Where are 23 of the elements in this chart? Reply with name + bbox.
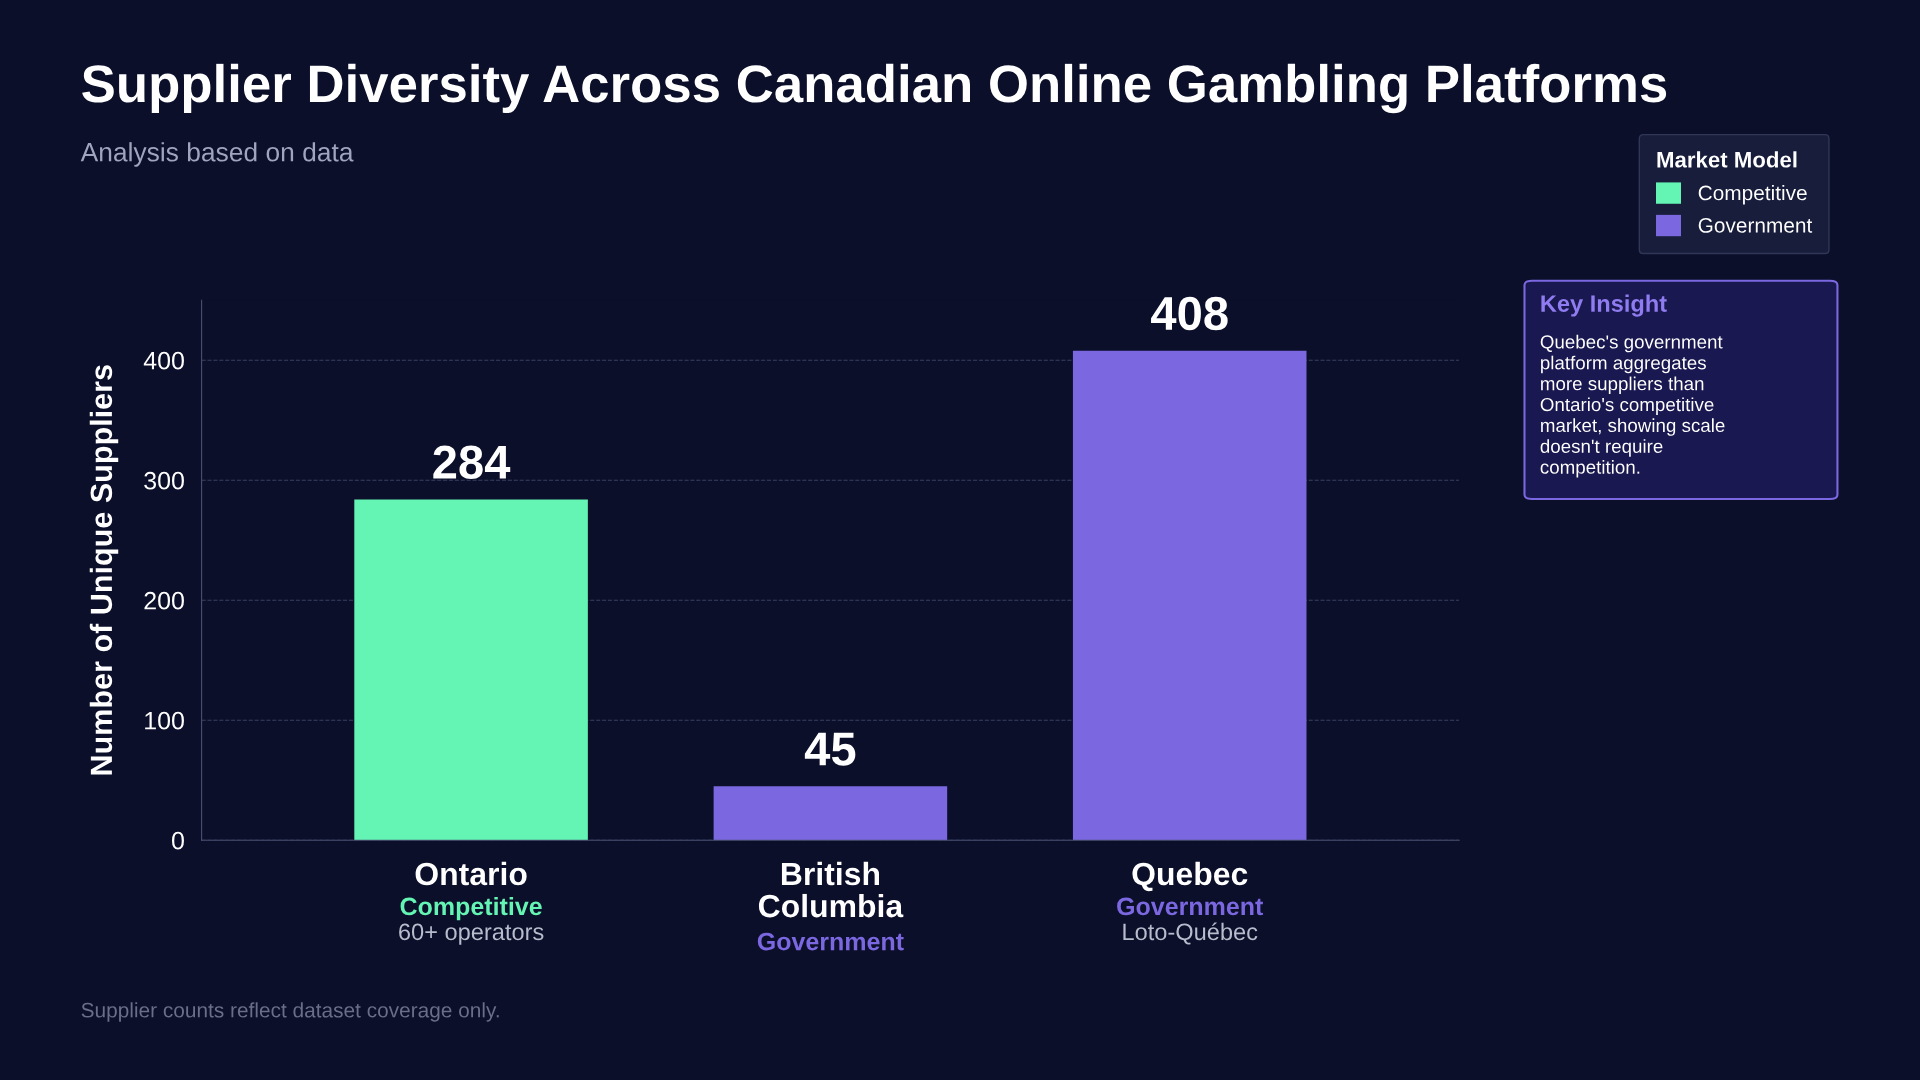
- y-tick-label: 200: [144, 591, 184, 610]
- text: Quebec's government platform aggregates more suppliers than Ontario's competitive market, showing scale doesn't require competition.: [1540, 334, 1725, 478]
- x-tick-label: British Columbia Government: [757, 861, 904, 951]
- data-label: 408: [1151, 296, 1228, 331]
- data-label: 284: [433, 445, 511, 479]
- x-tick-label: Quebec Government Loto-Québec: [1117, 861, 1264, 945]
- y-axis-title: Number of Unique Suppliers: [89, 365, 119, 775]
- bar: [354, 499, 588, 841]
- y-tick-label: 400: [143, 351, 184, 370]
- y-tick-label: 0: [172, 831, 184, 850]
- legend-title: Market Model: [1657, 151, 1797, 168]
- legend-label: Competitive: [1698, 185, 1807, 205]
- chart-subtitle: Analysis based on data: [80, 142, 354, 167]
- data-label: 45: [804, 732, 856, 766]
- bar: [1072, 350, 1307, 841]
- y-tick-label: 300: [144, 471, 184, 490]
- y-tick-label: 100: [145, 711, 184, 730]
- bar: [713, 786, 948, 841]
- text: Supplier counts reflect dataset coverage only.: [81, 1002, 499, 1022]
- chart-title: Supplier Diversity Across Canadian Online Gambling Platforms: [82, 63, 1667, 114]
- text: Key Insight: [1541, 294, 1667, 317]
- legend-label: Government: [1698, 218, 1813, 233]
- x-tick-label: Ontario Competitive 60+ operators: [399, 861, 544, 945]
